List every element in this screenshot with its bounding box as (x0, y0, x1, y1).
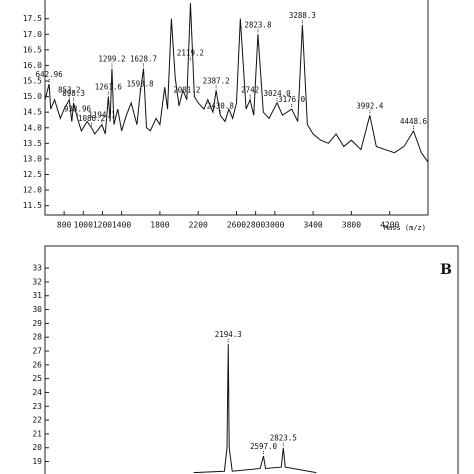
y-tick-label: 15.0 (23, 92, 42, 101)
peak-label: 1593.8 (127, 79, 155, 88)
peak-label: 2742 (241, 86, 259, 95)
peak-label: 853.2 (58, 86, 81, 95)
y-tick-label: 17.0 (23, 30, 42, 39)
peak-label: 2597.0 (250, 442, 278, 451)
y-tick-label: 19 (32, 457, 42, 466)
peak-label: 2823.5 (270, 434, 297, 443)
x-tick-label: 2200 (189, 221, 208, 230)
peak-label: 4448.6 (400, 117, 428, 126)
y-tick-label: 25 (32, 374, 42, 383)
peak-label: 2119.2 (177, 48, 204, 57)
peak-label: 1086.2 (78, 114, 105, 123)
x-tick-label: 800 (57, 221, 72, 230)
y-tick-label: 16.0 (23, 61, 42, 70)
y-tick-label: 32 (32, 277, 42, 286)
peak-label: 642.96 (36, 70, 64, 79)
y-tick-label: 12.0 (23, 186, 42, 195)
spectrum-line (45, 3, 428, 163)
x-tick-label: 3800 (342, 221, 361, 230)
plot-frame (44, 245, 459, 474)
y-tick-label: 27 (32, 347, 42, 356)
y-tick-label: 28 (32, 333, 42, 342)
peak-label: 3176.0 (278, 95, 306, 104)
y-tick-label: 26 (32, 360, 42, 369)
y-tick-label: 33 (32, 264, 42, 273)
y-tick-label: 20 (32, 443, 42, 452)
x-tick-label: 1800 (150, 221, 169, 230)
y-tick-label: 11.5 (23, 201, 42, 210)
peak-label: 2081.2 (173, 86, 200, 95)
x-tick-label: 1400 (112, 221, 131, 230)
peak-label: 3992.4 (356, 101, 384, 110)
peak-label: 2430.8 (207, 101, 235, 110)
y-tick-label: 23 (32, 402, 42, 411)
peak-label: 3024.0 (264, 89, 292, 98)
peak-label: 898.3 (62, 89, 85, 98)
x-tick-label: 4200 (380, 221, 399, 230)
panel-label: B (440, 262, 452, 278)
x-axis-label: Mass (m/z) (384, 224, 426, 232)
peak-label: 2387.2 (203, 76, 230, 85)
peak-label: 1194.1 (88, 111, 115, 120)
x-tick-label: 2600 (227, 221, 246, 230)
peak-label: 1299.2 (98, 55, 125, 64)
plot-area (193, 344, 317, 474)
y-tick-label: 13.5 (23, 139, 42, 148)
peak-label: 2194.3 (215, 330, 242, 339)
x-tick-label: 3400 (303, 221, 322, 230)
peak-label: 938.96 (64, 104, 92, 113)
peak-label: 1261.6 (95, 83, 123, 92)
y-tick-label: 15.5 (23, 77, 42, 86)
y-tick-label: 13.0 (23, 154, 42, 163)
y-tick-label: 17.5 (23, 14, 42, 23)
y-tick-label: 30 (32, 305, 42, 314)
peak-label: 1628.7 (130, 55, 157, 64)
x-tick-label: 3000 (265, 221, 284, 230)
y-tick-label: 22 (32, 416, 42, 425)
y-tick-label: 14.0 (23, 123, 42, 132)
x-tick-label: 1000 (74, 221, 93, 230)
plot-area (45, 3, 428, 163)
spectrum-line (193, 344, 317, 474)
peak-label: 3288.3 (289, 11, 316, 20)
y-tick-label: 21 (32, 429, 42, 438)
y-tick-label: 24 (32, 388, 42, 397)
y-tick-label: 31 (32, 291, 42, 300)
y-tick-label: 16.5 (23, 45, 42, 54)
y-tick-label: 14.5 (23, 108, 42, 117)
y-tick-label: 29 (32, 319, 42, 328)
x-tick-label: 1200 (93, 221, 112, 230)
peak-label: 2823.8 (244, 20, 272, 29)
x-tick-label: 2800 (246, 221, 265, 230)
y-tick-label: 12.5 (23, 170, 42, 179)
